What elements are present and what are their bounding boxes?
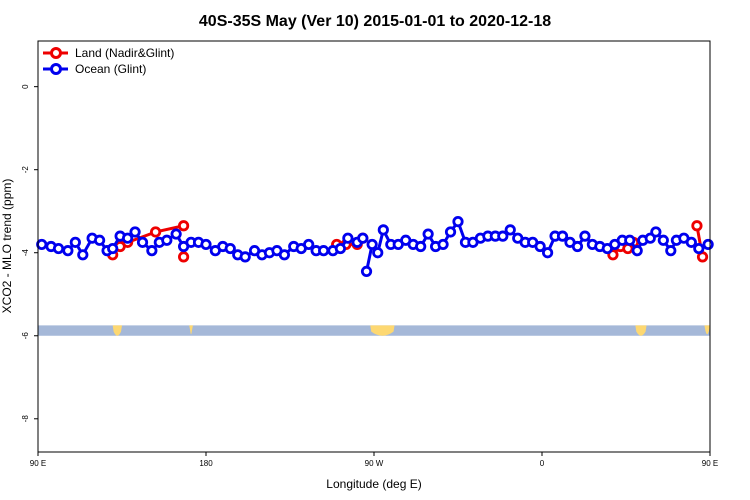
series-1-point-0-4 [69, 236, 81, 248]
series-1-point-0-12 [129, 226, 141, 238]
series-1-point-1-27 [556, 230, 569, 242]
series-1-point-0-41 [357, 232, 369, 244]
chart-title: 40S-35S May (Ver 10) 2015-01-01 to 2020-… [199, 13, 551, 30]
y-tick-label-1: -2 [21, 166, 30, 174]
series-1-point-1-36 [624, 234, 636, 246]
series-1-point-0-13 [136, 236, 149, 248]
series-1-point-1-12 [444, 226, 457, 238]
series-1 [36, 215, 714, 278]
legend-marker-land [50, 47, 62, 59]
series-1-point-0-11 [122, 232, 134, 244]
series-1-point-1-9 [422, 228, 434, 240]
land-mask-3 [635, 325, 647, 336]
y-axis-label: XCO2 - MLO trend (ppm) [0, 179, 14, 314]
series-1-point-1-0 [360, 265, 373, 278]
series-1-point-0-7 [94, 234, 106, 246]
series-1-point-1-42 [665, 245, 677, 257]
series-0-point-0-4 [178, 220, 190, 232]
y-tick-label-3: -6 [21, 332, 30, 340]
series-1-point-0-0 [36, 238, 48, 251]
series-1-point-1-25 [541, 247, 554, 259]
series-0-point-0-3 [150, 226, 162, 238]
series-1-point-1-1 [366, 238, 378, 251]
y-tick-label-4: -8 [21, 415, 30, 423]
series-1-point-1-8 [415, 240, 427, 253]
series-1-point-1-20 [504, 224, 516, 236]
series-0-point-1-0 [178, 251, 190, 263]
series-1-point-1-37 [631, 245, 643, 257]
series-1-point-1-19 [497, 230, 509, 242]
plot-area [36, 215, 714, 336]
y-axis: 0 -2 -4 -6 -8 [21, 84, 38, 422]
series-1-point-1-45 [685, 236, 697, 248]
x-tick-label-2: 90 W [365, 459, 384, 468]
series-1-point-1-47 [702, 238, 714, 251]
series-1-point-1-29 [571, 240, 584, 253]
series-1-point-1-30 [579, 230, 591, 242]
series-1-point-1-40 [650, 226, 662, 238]
legend-marker-ocean [50, 63, 62, 75]
series-1-point-0-36 [317, 245, 330, 257]
series-1-point-0-2 [52, 242, 65, 255]
x-axis-label: Longitude (deg E) [326, 477, 421, 491]
legend: Land (Nadir&Glint) Ocean (Glint) [43, 46, 174, 76]
series-1-point-1-11 [437, 238, 449, 251]
y-tick-label-2: -4 [21, 249, 30, 257]
x-axis: 90 E 180 90 W 0 90 E [30, 452, 718, 468]
x-tick-label-3: 0 [540, 459, 545, 468]
series-1-point-0-34 [303, 238, 315, 251]
series-1-point-0-14 [146, 245, 158, 257]
series-1-point-1-2 [372, 247, 384, 259]
series-1-point-1-13 [452, 215, 464, 228]
land-mask-2 [370, 325, 395, 336]
x-tick-label-4: 90 E [702, 459, 718, 468]
series-1-point-0-31 [278, 249, 290, 261]
series-1-point-0-38 [334, 242, 346, 255]
series-1-point-0-26 [239, 251, 251, 263]
series-1-point-0-9 [107, 242, 119, 255]
series-1-point-1-46 [693, 242, 705, 255]
series-1-point-0-17 [170, 228, 182, 240]
series-1-point-0-39 [342, 232, 354, 244]
y-tick-label-0: 0 [21, 84, 30, 89]
series-1-point-0-21 [200, 238, 212, 251]
series-0-point-4-0 [691, 220, 703, 232]
x-tick-label-0: 90 E [30, 459, 46, 468]
land-mask-1 [189, 325, 193, 335]
series-1-point-0-3 [62, 245, 74, 257]
land-mask-0 [112, 325, 122, 336]
series-1-point-0-24 [224, 242, 236, 255]
series-1-point-1-24 [534, 240, 546, 253]
legend-label-ocean: Ocean (Glint) [75, 62, 146, 76]
land-mask-4 [704, 325, 710, 335]
series-1-point-1-41 [657, 234, 669, 246]
series-1-point-0-16 [161, 234, 173, 246]
legend-label-land: Land (Nadir&Glint) [75, 46, 174, 60]
series-1-point-0-5 [77, 249, 89, 261]
series-1-point-1-3 [377, 224, 389, 236]
x-tick-label-1: 180 [199, 459, 213, 468]
